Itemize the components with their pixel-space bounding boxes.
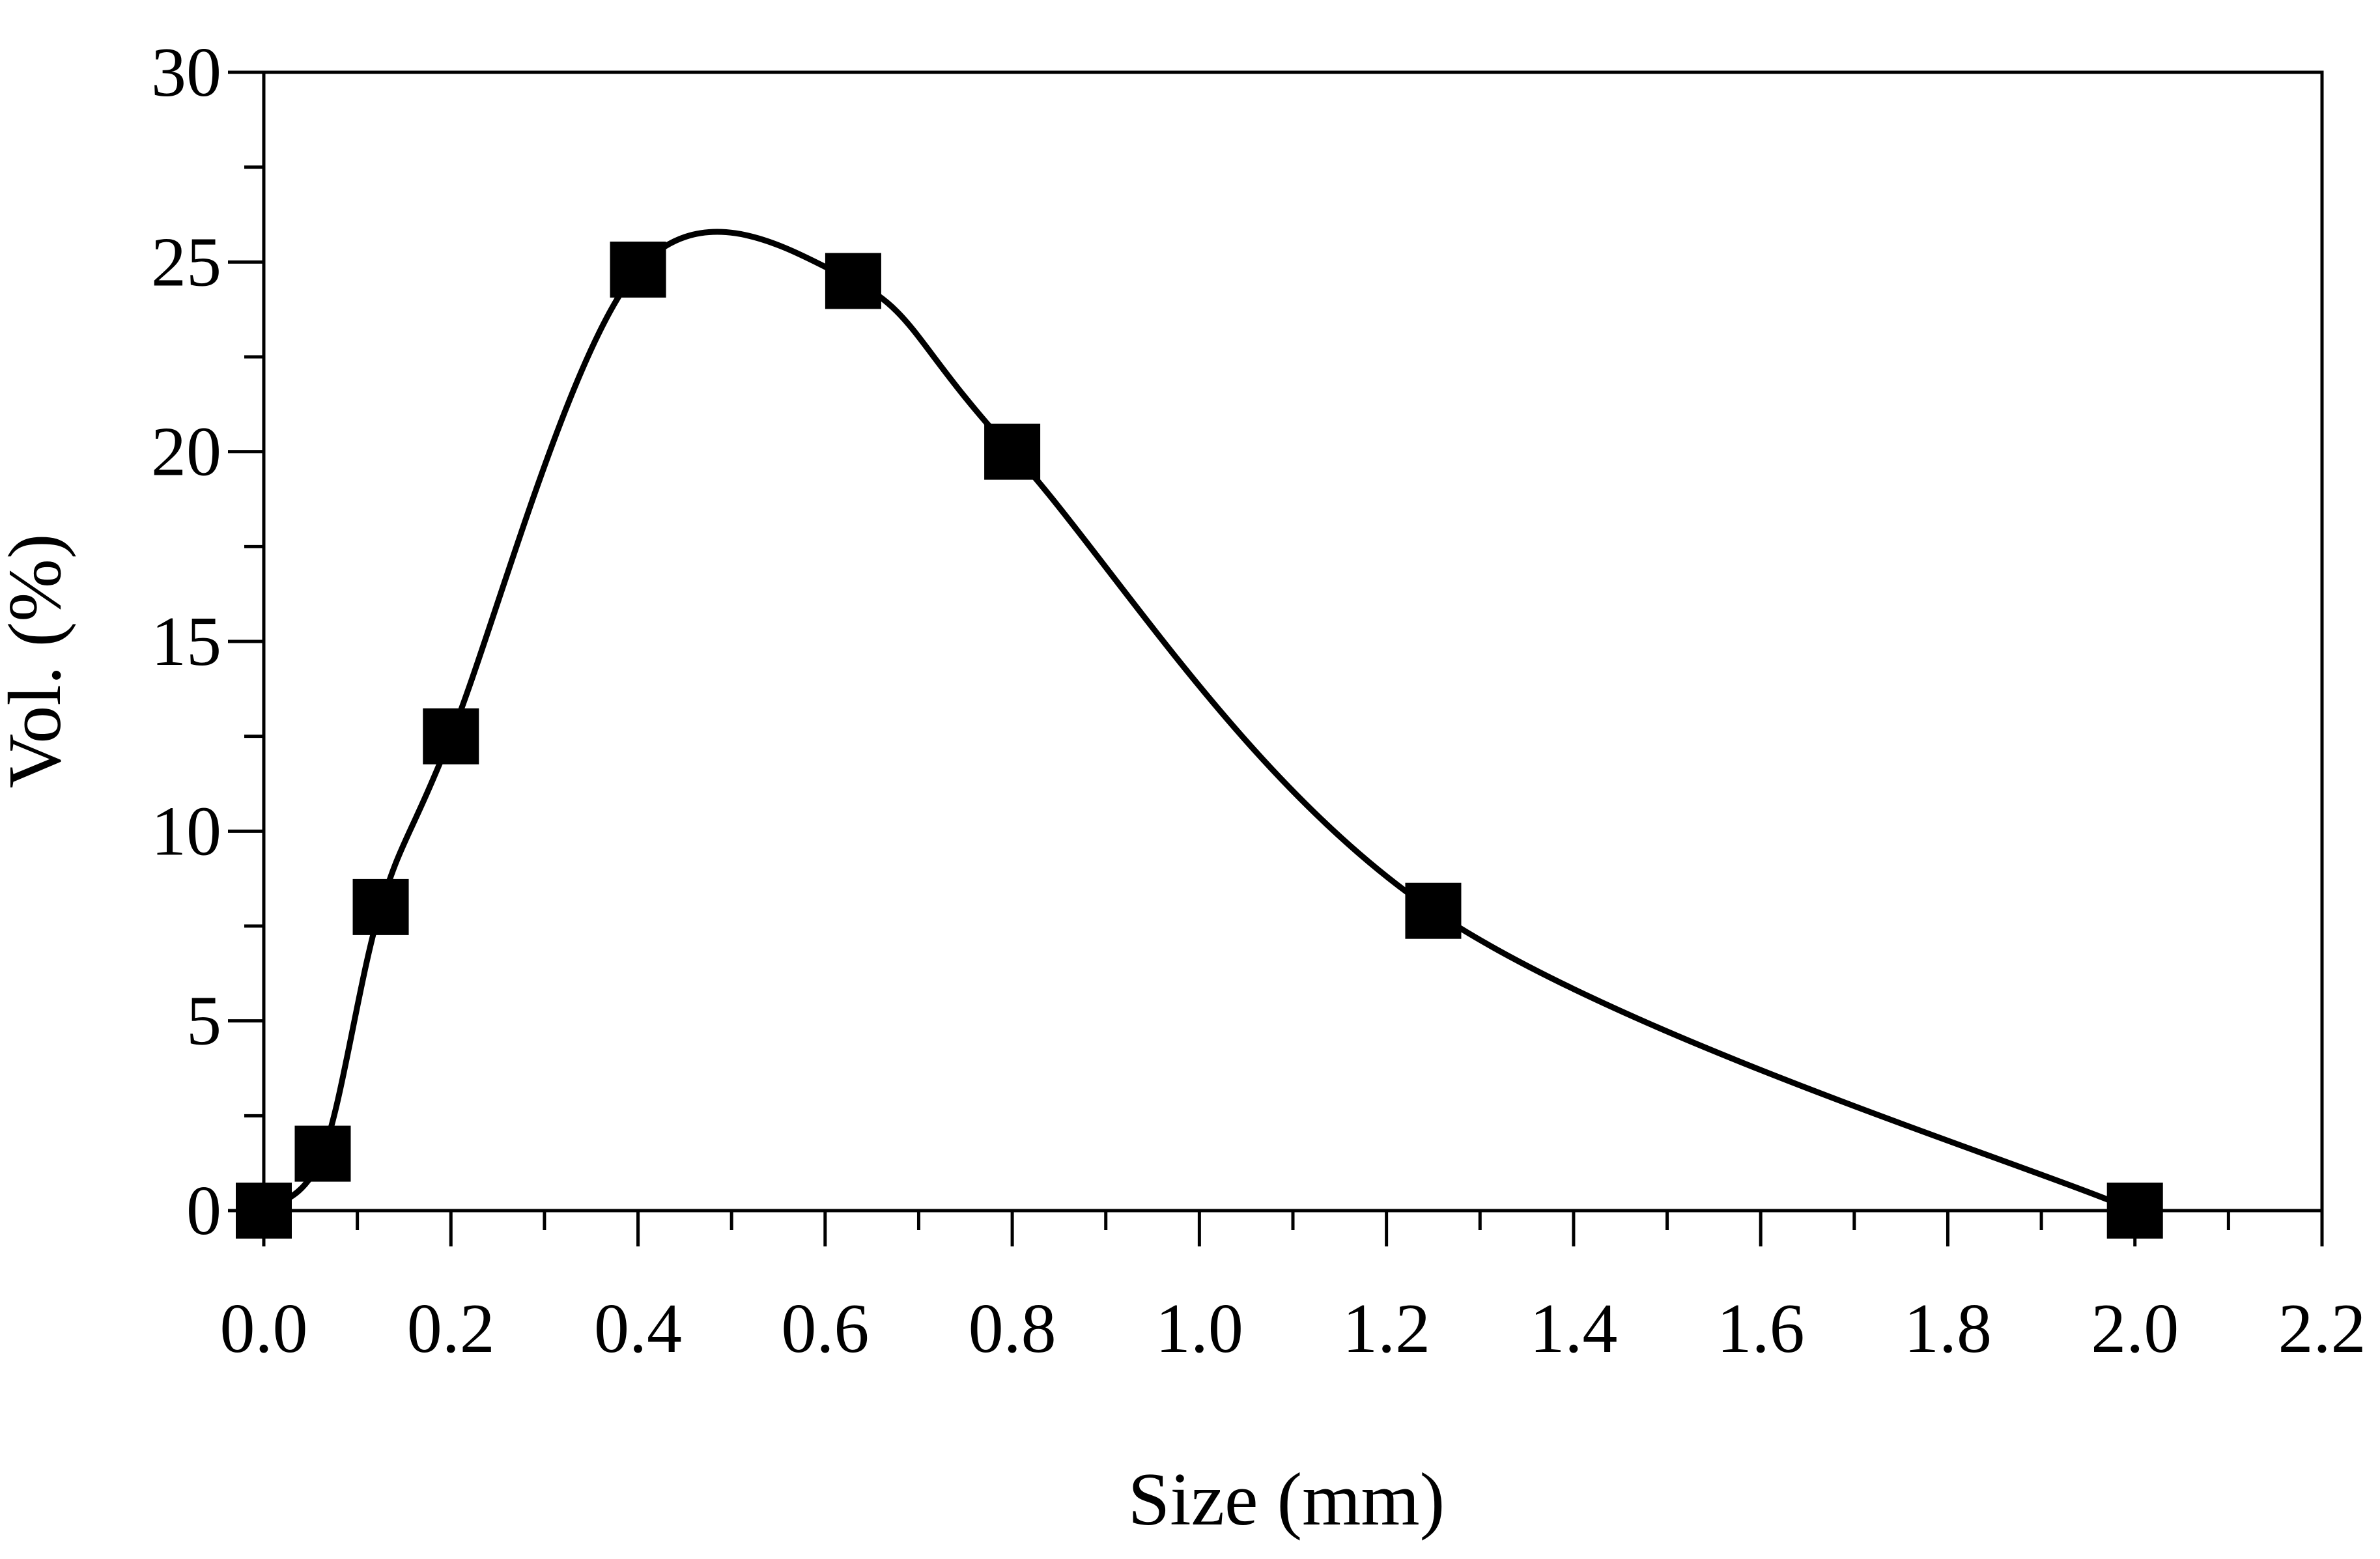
x-tick-label: 2.2 [2278, 1290, 2366, 1368]
x-axis-title: Size (mm) [1128, 1458, 1445, 1541]
data-point-marker [236, 1183, 292, 1239]
x-tick-label: 1.4 [1529, 1290, 1617, 1368]
x-tick-label: 0.6 [781, 1290, 869, 1368]
data-point-marker [2106, 1183, 2163, 1239]
x-tick-label: 1.0 [1155, 1290, 1243, 1368]
x-tick-label: 1.2 [1342, 1290, 1430, 1368]
x-tick-label: 0.0 [220, 1290, 308, 1368]
x-tick-label: 0.4 [594, 1290, 682, 1368]
marker-layer [236, 241, 2163, 1239]
x-tick-label: 2.0 [2091, 1290, 2179, 1368]
y-tick-label: 0 [186, 1172, 221, 1250]
y-axis-title: Vol. (%) [0, 534, 77, 789]
data-point-marker [825, 253, 881, 309]
y-tick-label: 20 [151, 414, 221, 491]
x-tick-label: 1.8 [1904, 1290, 1992, 1368]
y-tick-label: 15 [151, 603, 221, 681]
data-point-marker [984, 423, 1041, 480]
data-point-marker [423, 708, 479, 765]
data-point-marker [1405, 882, 1462, 939]
data-point-marker [610, 241, 666, 298]
x-tick-label: 0.2 [407, 1290, 495, 1368]
y-tick-label: 5 [186, 983, 221, 1060]
data-point-marker [294, 1125, 351, 1182]
x-tick-label: 0.8 [969, 1290, 1056, 1368]
axes-layer: 0 5 10 15 20 25 30 0.0 0.2 0.4 0.6 0.8 1.0 1.2 1.4 1.6 1… [151, 34, 2366, 1368]
y-tick-label: 10 [151, 793, 221, 870]
x-tick-label: 1.6 [1717, 1290, 1805, 1368]
y-tick-label: 30 [151, 34, 221, 111]
data-point-marker [352, 878, 409, 935]
y-tick-label: 25 [151, 223, 221, 301]
